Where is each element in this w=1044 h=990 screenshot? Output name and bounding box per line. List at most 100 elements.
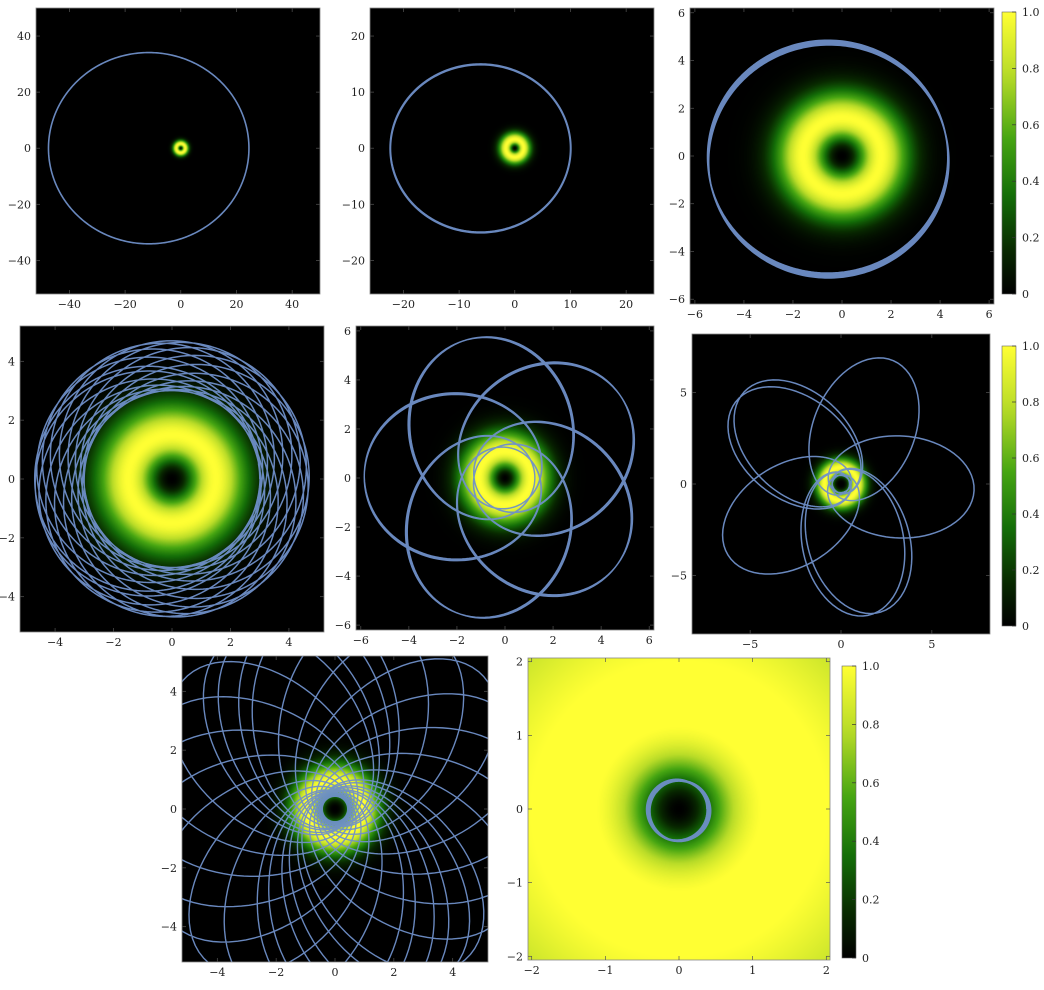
y-tick-label: −2 [0, 532, 15, 545]
y-tick-label: −6 [669, 293, 685, 306]
y-tick-label: −1 [507, 877, 523, 890]
x-tick-label: 4 [598, 634, 605, 647]
plot-frame [369, 7, 655, 295]
y-tick-label: 2 [678, 102, 685, 115]
orbit-trajectory [33, 340, 310, 618]
x-tick-label: 6 [646, 634, 653, 647]
x-tick-label: −2 [449, 634, 465, 647]
y-tick-label: 4 [8, 355, 15, 368]
colorbar: 0 0.2 0.4 0.6 0.8 1.0 [841, 660, 880, 965]
density-map [356, 326, 654, 630]
x-tick-label: 2 [888, 308, 895, 321]
density-map [370, 8, 654, 294]
y-tick-label: 20 [351, 30, 365, 43]
y-tick-label: 5 [680, 387, 687, 400]
x-tick-label: −10 [447, 298, 470, 311]
x-tick-label: 6 [986, 308, 993, 321]
y-tick-label: −20 [8, 198, 31, 211]
x-tick-label: −5 [742, 638, 758, 651]
x-tick-label: 4 [285, 636, 292, 649]
colorbar: 0 0.2 0.4 0.6 0.8 1.0 [1001, 340, 1040, 633]
x-tick-label: 20 [229, 298, 243, 311]
colorbar-tick-label: 0 [1022, 288, 1029, 301]
panel-1: −40 −20 0 20 40 −40 −20 0 20 40 [8, 7, 321, 311]
y-tick-label: 40 [17, 30, 31, 43]
orbit-trajectory [363, 336, 636, 619]
colorbar-tick-label: 0.8 [1022, 62, 1040, 75]
colorbar-tick-label: 0.6 [1022, 119, 1040, 132]
x-tick-label: −6 [687, 308, 703, 321]
panel-3: −6 −4 −2 0 2 4 6 −6 −4 −2 0 2 4 6 0 0.2 0.4 0.6 0.8 1.0 [669, 6, 1040, 321]
colorbar-gradient [841, 665, 857, 959]
y-tick-label: −5 [671, 569, 687, 582]
x-tick-label: 0 [169, 636, 176, 649]
x-tick-label: 2 [823, 964, 830, 977]
y-tick-label: 4 [678, 55, 685, 68]
y-tick-label: 0 [24, 142, 31, 155]
colorbar-tick-label: 1.0 [862, 660, 880, 673]
colorbar-tick-label: 0 [862, 952, 869, 965]
y-tick-label: −4 [669, 245, 685, 258]
x-tick-label: −20 [392, 298, 415, 311]
x-tick-label: 0 [502, 634, 509, 647]
x-tick-label: −6 [353, 634, 369, 647]
y-tick-label: 1 [516, 729, 523, 742]
y-tick-label: 0 [678, 150, 685, 163]
colorbar-tick-label: 0.8 [862, 718, 880, 731]
y-tick-label: −4 [335, 570, 351, 583]
y-tick-label: −2 [161, 862, 177, 875]
orbit-trajectory [721, 357, 975, 617]
colorbar-tick-label: 0.2 [1022, 564, 1040, 577]
y-tick-label: 0 [8, 473, 15, 486]
y-tick-label: −4 [161, 921, 177, 934]
x-tick-label: 0 [839, 308, 846, 321]
panel-8: −2 −1 0 1 2 −2 −1 0 1 2 0 0.2 0.4 0.6 0.8 1.0 [507, 656, 880, 977]
y-tick-label: 0 [516, 803, 523, 816]
panel-4: −4 −2 0 2 4 −4 −2 0 2 4 [0, 325, 325, 649]
panel-7: −4 −2 0 2 4 −4 −2 0 2 4 [161, 655, 489, 979]
x-tick-label: 4 [937, 308, 944, 321]
y-tick-label: 0 [358, 142, 365, 155]
density-map [692, 334, 990, 634]
y-tick-label: 0 [170, 803, 177, 816]
colorbar-gradient [1001, 345, 1017, 627]
x-tick-label: −4 [209, 966, 225, 979]
x-tick-label: −4 [736, 308, 752, 321]
y-tick-label: 4 [344, 374, 351, 387]
y-tick-label: 2 [344, 423, 351, 436]
x-tick-label: 2 [550, 634, 557, 647]
y-tick-label: 6 [344, 325, 351, 338]
x-tick-label: 0 [838, 638, 845, 651]
y-tick-label: 2 [8, 414, 15, 427]
colorbar-tick-label: 1.0 [1022, 6, 1040, 19]
x-tick-label: 20 [619, 298, 633, 311]
y-tick-label: −4 [0, 591, 15, 604]
colorbar-tick-label: 0.6 [1022, 452, 1040, 465]
x-tick-label: 0 [332, 966, 339, 979]
x-tick-label: −4 [401, 634, 417, 647]
y-tick-label: 20 [17, 86, 31, 99]
x-tick-label: 0 [676, 964, 683, 977]
y-tick-label: −2 [669, 198, 685, 211]
density-map [182, 656, 488, 962]
colorbar-tick-label: 0.6 [862, 777, 880, 790]
y-tick-label: 0 [680, 478, 687, 491]
orbit-trajectory [182, 656, 488, 962]
colorbar-gradient [1001, 11, 1017, 295]
x-tick-label: −2 [105, 636, 121, 649]
x-tick-label: 40 [285, 298, 299, 311]
x-tick-label: −4 [47, 636, 63, 649]
x-tick-label: 2 [227, 636, 234, 649]
x-tick-label: 10 [563, 298, 577, 311]
x-tick-label: −20 [113, 298, 136, 311]
y-tick-label: 2 [170, 744, 177, 757]
y-tick-label: −10 [342, 198, 365, 211]
x-tick-label: 2 [390, 966, 397, 979]
density-map [690, 8, 994, 304]
y-tick-label: 6 [678, 7, 685, 20]
orbit-trajectory [645, 778, 712, 843]
panel-2: −20 −10 0 10 20 −20 −10 0 10 20 [342, 7, 655, 311]
x-tick-label: −2 [785, 308, 801, 321]
x-tick-label: −2 [524, 964, 540, 977]
y-tick-label: −20 [342, 254, 365, 267]
